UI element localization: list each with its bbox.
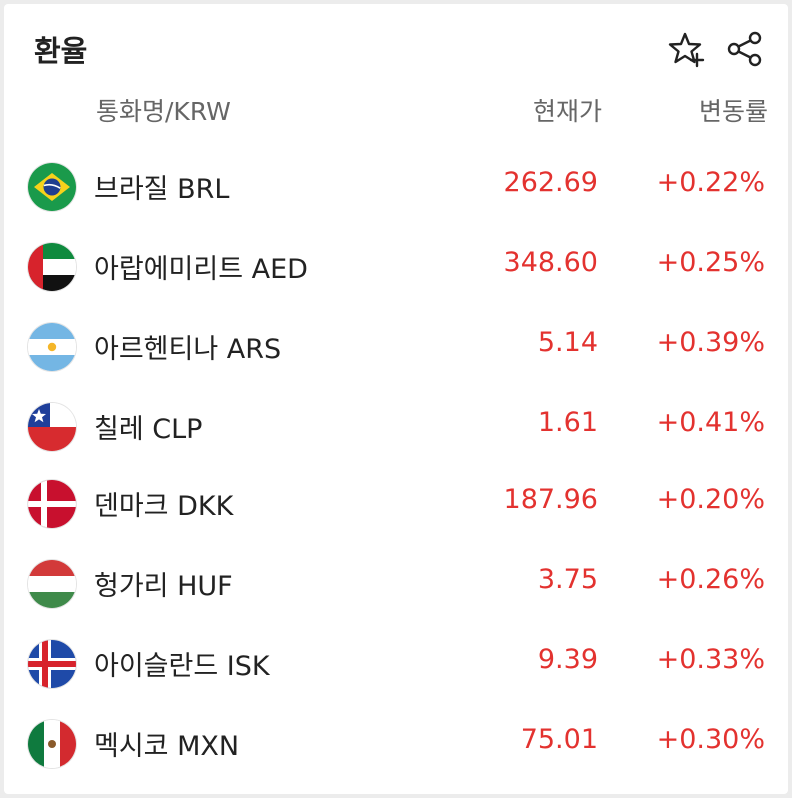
column-header-change[interactable]: 변동률: [698, 97, 768, 126]
currency-change: +0.25%: [656, 247, 765, 278]
iceland-flag-icon: [28, 640, 76, 688]
currency-name: 헝가리 HUF: [94, 571, 233, 602]
column-header-price[interactable]: 현재가: [532, 97, 602, 126]
page-title: 환율: [34, 34, 88, 68]
currency-name: 아랍에미리트 AED: [94, 254, 308, 285]
currency-name: 멕시코 MXN: [94, 731, 240, 762]
currency-price: 348.60: [503, 247, 598, 278]
hungary-flag-icon: [28, 560, 76, 608]
currency-change: +0.41%: [656, 407, 765, 438]
currency-price: 75.01: [520, 724, 598, 755]
currency-price: 262.69: [503, 167, 598, 198]
column-header-name[interactable]: 통화명/KRW: [96, 97, 231, 126]
currency-row-clp[interactable]: 칠레 CLP 1.61 +0.41%: [4, 387, 788, 467]
chile-flag-icon: [28, 403, 76, 451]
currency-price: 3.75: [537, 564, 598, 595]
currency-name: 브라질 BRL: [94, 174, 230, 205]
currency-price: 9.39: [537, 644, 598, 675]
currency-price: 1.61: [537, 407, 598, 438]
uae-flag-icon: [28, 243, 76, 291]
currency-name: 덴마크 DKK: [94, 491, 234, 522]
currency-price: 187.96: [503, 484, 598, 515]
currency-change: +0.39%: [656, 327, 765, 358]
currency-change: +0.33%: [656, 644, 765, 675]
currency-row-huf[interactable]: 헝가리 HUF 3.75 +0.26%: [4, 544, 788, 624]
mexico-flag-icon: [28, 720, 76, 768]
currency-change: +0.30%: [656, 724, 765, 755]
currency-price: 5.14: [537, 327, 598, 358]
currency-row-aed[interactable]: 아랍에미리트 AED 348.60 +0.25%: [4, 227, 788, 307]
argentina-flag-icon: [28, 323, 76, 371]
currency-row-dkk[interactable]: 덴마크 DKK 187.96 +0.20%: [4, 464, 788, 544]
currency-row-mxn[interactable]: 멕시코 MXN 75.01 +0.30%: [4, 704, 788, 784]
currency-row-brl[interactable]: 브라질 BRL 262.69 +0.22%: [4, 147, 788, 227]
brazil-flag-icon: [28, 163, 76, 211]
currency-name: 아이슬란드 ISK: [94, 651, 270, 682]
currency-name: 칠레 CLP: [94, 414, 203, 445]
share-icon[interactable]: [726, 30, 764, 68]
exchange-rate-card: 환율 통화명/KRW 현재가 변동률 브라질 BRL 262.69 +0.22%: [4, 4, 788, 794]
currency-change: +0.22%: [656, 167, 765, 198]
star-plus-icon[interactable]: [668, 30, 706, 68]
currency-row-ars[interactable]: 아르헨티나 ARS 5.14 +0.39%: [4, 307, 788, 387]
currency-change: +0.26%: [656, 564, 765, 595]
currency-row-isk[interactable]: 아이슬란드 ISK 9.39 +0.33%: [4, 624, 788, 704]
denmark-flag-icon: [28, 480, 76, 528]
currency-change: +0.20%: [656, 484, 765, 515]
currency-name: 아르헨티나 ARS: [94, 334, 282, 365]
